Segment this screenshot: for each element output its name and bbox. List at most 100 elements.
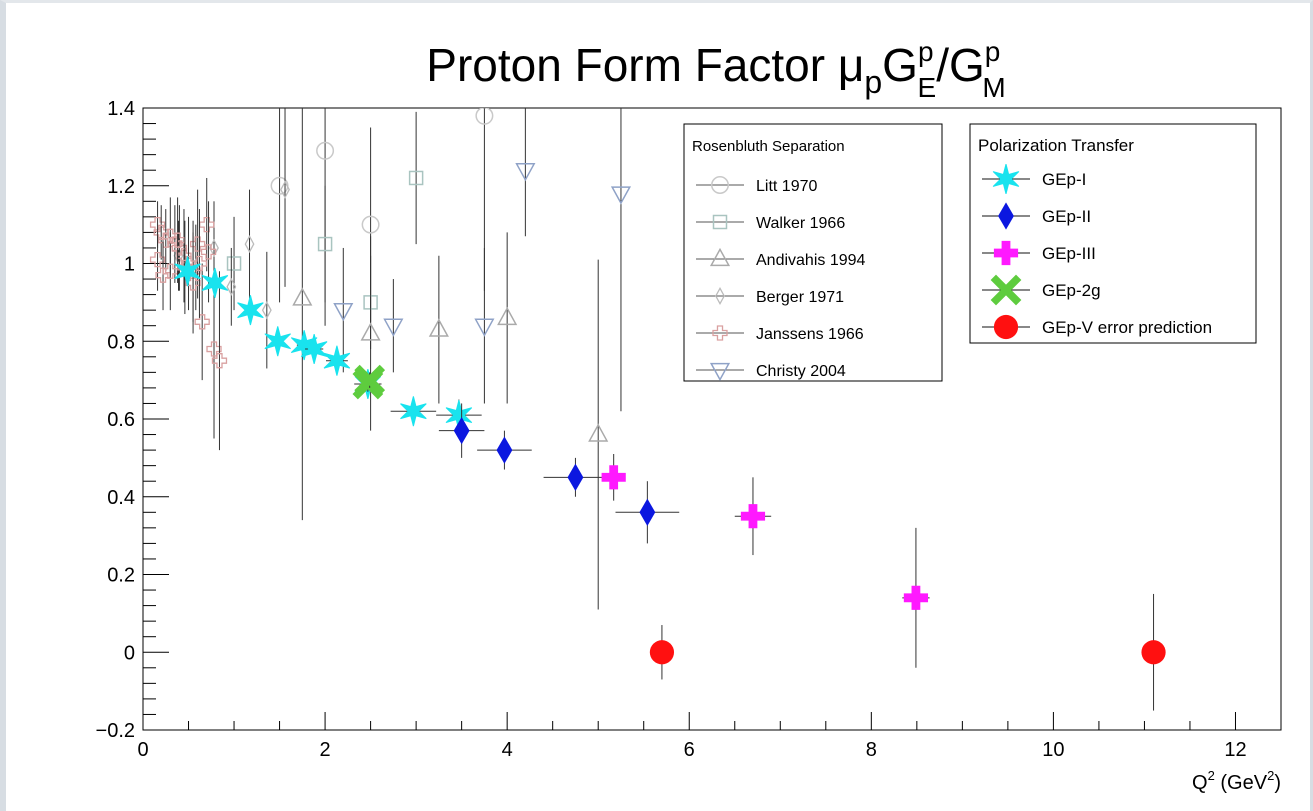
legend-marker: [993, 314, 1019, 340]
data-point: [292, 287, 313, 306]
legend-label: GEp-2g: [1042, 281, 1101, 300]
legend-marker: [990, 274, 1022, 306]
data-point: [316, 141, 335, 160]
y-tick-label: 0.2: [107, 565, 135, 587]
legend-entry: Berger 1971: [696, 286, 844, 306]
legend-marker: [711, 176, 729, 194]
data-point: [383, 318, 404, 337]
data-point: [317, 236, 333, 252]
legend-marker: [993, 240, 1019, 266]
data-layer: [149, 108, 1166, 711]
data-point: [497, 306, 518, 326]
data-point: [189, 236, 206, 252]
data-point: [155, 267, 171, 283]
data-point: [194, 314, 210, 330]
series-gep-i: [174, 256, 482, 431]
data-point: [200, 244, 217, 260]
legend-box: [683, 123, 943, 382]
data-point: [162, 263, 178, 279]
legend-entry: Walker 1966: [696, 214, 845, 232]
data-point: [903, 585, 929, 610]
data-point: [169, 232, 186, 248]
y-tick-label: 0.8: [107, 331, 135, 353]
legend-title: Polarization Transfer: [978, 136, 1134, 155]
plot-area: 0 2 4 6 8 10 12−0.200.20.40.60.811.21.4: [96, 98, 1282, 761]
y-tick-label: 1.2: [107, 176, 135, 198]
y-tick-label: 0.6: [107, 409, 135, 431]
legend-label: GEp-III: [1042, 244, 1096, 263]
data-point: [174, 256, 201, 287]
data-point: [354, 364, 386, 396]
series-gep-2g: [352, 364, 386, 400]
data-point: [226, 256, 242, 271]
data-point: [515, 163, 536, 182]
data-point: [610, 186, 632, 205]
series-christy-2004: [333, 108, 632, 412]
data-point: [588, 423, 609, 442]
y-tick-label: −0.2: [96, 720, 135, 742]
legend-label: GEp-V error prediction: [1042, 318, 1212, 337]
data-point: [149, 251, 166, 268]
data-point: [149, 216, 166, 233]
legend-title: Rosenbluth Separation: [692, 138, 845, 155]
legends: Rosenbluth Separation Litt 1970 Walker 196…: [683, 123, 1257, 382]
data-point: [300, 334, 328, 365]
x-tick-label: 10: [1042, 739, 1064, 761]
data-point: [361, 215, 380, 234]
y-tick-label: 0.4: [107, 487, 135, 509]
proton-form-factor-chart: Proton Form Factor μpGp E/Gp M Q2 (GeV2) 0…: [96, 36, 1282, 794]
data-point: [171, 240, 188, 256]
x-axis-label: Q2 (GeV2): [1192, 768, 1281, 794]
legend-label: Berger 1971: [756, 289, 844, 306]
data-point: [453, 417, 470, 445]
data-point: [323, 345, 351, 376]
data-point: [567, 463, 584, 491]
legend-entry: GEp-I: [982, 163, 1086, 195]
data-point: [408, 170, 424, 186]
data-point: [1141, 640, 1166, 665]
data-point: [261, 301, 272, 320]
legend-entry: GEp-V error prediction: [982, 314, 1212, 340]
data-point: [201, 267, 229, 298]
data-point: [290, 330, 318, 361]
data-point: [237, 295, 264, 326]
legend-marker: [715, 286, 725, 306]
x-tick-label: 2: [320, 739, 331, 761]
x-tick-label: 6: [684, 739, 695, 761]
data-point: [191, 255, 208, 272]
legend-entry: Andivahis 1994: [696, 247, 866, 269]
legend-label: Janssens 1966: [756, 326, 864, 343]
data-point: [649, 640, 675, 665]
legend-label: Litt 1970: [756, 178, 817, 195]
legend-entry: Janssens 1966: [696, 325, 864, 343]
data-point: [400, 396, 427, 427]
legend-entry: GEp-III: [982, 240, 1096, 266]
legend-marker: [712, 325, 728, 341]
series-gep-iii: [601, 453, 930, 668]
x-tick-label: 4: [502, 739, 513, 761]
legend-entry: Litt 1970: [696, 176, 817, 195]
series-janssens-1966: [149, 177, 228, 451]
series-berger-1971: [173, 108, 290, 369]
legend-polarization: Polarization Transfer GEp-I GEp-II GEp-III G…: [969, 123, 1257, 344]
series-andivahis-1994: [292, 108, 609, 610]
data-point: [244, 235, 255, 254]
series-gep-v-error-prediction: [649, 593, 1166, 711]
data-point: [601, 465, 626, 490]
legend-entry: GEp-II: [982, 202, 1091, 230]
legend-label: Walker 1966: [756, 215, 845, 232]
legend-entry: GEp-2g: [982, 274, 1101, 306]
legend-box: [969, 123, 1257, 344]
data-point: [333, 303, 354, 322]
legend-label: Christy 2004: [756, 363, 846, 380]
data-point: [428, 318, 449, 337]
legend-label: Andivahis 1994: [756, 252, 866, 269]
legend-marker: [998, 202, 1014, 230]
legend-label: GEp-I: [1042, 170, 1086, 189]
x-tick-label: 12: [1224, 739, 1246, 761]
legend-marker: [709, 362, 731, 382]
legend-marker: [712, 214, 728, 230]
legend-marker: [709, 247, 731, 267]
y-tick-label: 1.4: [107, 98, 135, 120]
